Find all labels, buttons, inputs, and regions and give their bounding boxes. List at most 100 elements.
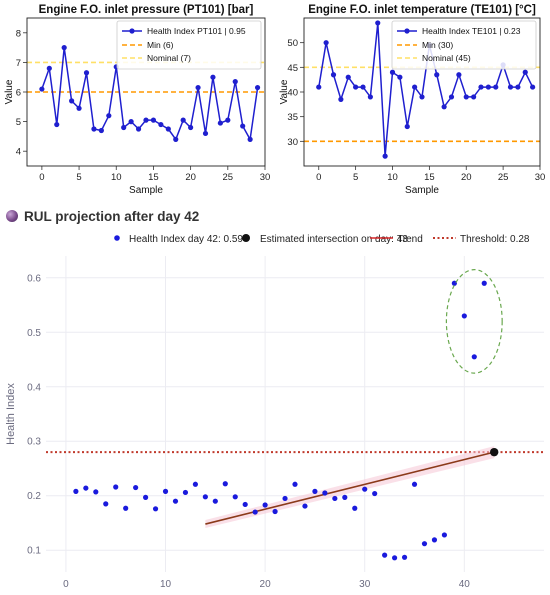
x-tick-label: 25 — [223, 172, 234, 183]
chart-title: Engine F.O. inlet temperature (TE101) [°… — [308, 4, 536, 16]
legend-intersection-marker — [242, 234, 250, 242]
health-index-point — [322, 490, 328, 496]
legend-series-label: Health Index TE101 | 0.23 — [422, 26, 521, 36]
x-tick-label: 5 — [353, 172, 358, 183]
health-index-point — [292, 481, 298, 487]
x-tick-label: 0 — [316, 172, 321, 183]
x-tick-label: 5 — [76, 172, 81, 183]
y-axis-label: Value — [4, 79, 15, 104]
x-tick-label: 15 — [148, 172, 159, 183]
x-axis-label: Sample — [129, 185, 163, 196]
series-point — [135, 126, 142, 132]
x-axis-label: Day — [284, 593, 305, 595]
health-index-point — [93, 489, 99, 495]
series-point — [69, 98, 75, 104]
intersection-marker — [490, 447, 499, 457]
health-index-point — [421, 541, 428, 547]
health-index-point — [83, 485, 89, 491]
series-point — [522, 69, 528, 75]
health-index-point — [103, 501, 109, 507]
legend-intersection-label: Estimated intersection on day: 43 — [260, 234, 408, 245]
series-point — [180, 117, 186, 123]
series-point — [98, 127, 104, 134]
series-point — [158, 121, 164, 128]
health-index-point — [222, 481, 228, 487]
series-point — [448, 94, 455, 100]
series-point — [165, 126, 171, 132]
series-point — [345, 74, 351, 80]
x-tick-label: 20 — [185, 172, 196, 183]
series-point — [471, 94, 477, 100]
y-axis-label: Health Index — [5, 383, 17, 445]
y-tick-label: 50 — [287, 38, 298, 49]
series-point — [39, 86, 45, 92]
crystal-ball-icon — [6, 210, 18, 222]
series-point — [76, 105, 82, 111]
series-point — [353, 84, 359, 90]
health-index-point — [162, 488, 169, 494]
series-point — [419, 94, 425, 100]
series-point — [106, 113, 112, 119]
health-index-point — [382, 552, 388, 558]
y-tick-label: 0.4 — [27, 382, 41, 393]
series-point — [91, 126, 97, 132]
chart-title: Engine F.O. inlet pressure (PT101) [bar] — [39, 4, 254, 16]
series-point — [463, 94, 469, 100]
series-point — [46, 65, 52, 71]
series-point — [188, 124, 194, 131]
legend-reference-label: Min (6) — [147, 40, 174, 50]
series-point — [202, 130, 209, 137]
health-index-point — [392, 555, 398, 561]
series-point — [382, 153, 388, 159]
series-point — [247, 136, 253, 142]
y-tick-label: 0.1 — [27, 546, 41, 557]
y-tick-label: 8 — [16, 28, 21, 39]
series-point — [412, 84, 418, 90]
series-point — [434, 72, 440, 78]
health-index-point — [282, 495, 288, 502]
health-index-point — [123, 505, 129, 511]
series-point — [367, 94, 373, 100]
health-index-point — [152, 506, 159, 512]
series-point — [360, 84, 366, 90]
series-point — [121, 124, 127, 131]
legend-reference-label: Nominal (7) — [147, 53, 191, 63]
trend-line — [205, 451, 495, 525]
series-point — [375, 20, 381, 26]
legend-trend-label: Trend — [397, 234, 423, 245]
y-tick-label: 0.6 — [27, 273, 41, 284]
y-axis-label: Value — [279, 79, 290, 104]
x-tick-label: 20 — [260, 579, 272, 590]
series-point — [232, 79, 238, 85]
health-index-point — [133, 484, 139, 491]
legend-threshold-label: Threshold: 0.28 — [460, 234, 530, 245]
series-point — [397, 74, 403, 80]
legend-points-marker — [114, 235, 120, 241]
health-index-point — [202, 494, 208, 500]
x-tick-label: 30 — [260, 172, 271, 183]
series-point — [530, 84, 536, 90]
series-point — [338, 96, 344, 102]
y-tick-label: 0.5 — [27, 328, 41, 339]
series-point — [83, 70, 90, 76]
health-index-point — [182, 489, 189, 496]
plot-frame — [303, 17, 541, 167]
health-index-point — [73, 488, 79, 494]
y-tick-label: 0.2 — [27, 491, 41, 502]
health-index-point — [342, 494, 348, 500]
health-index-point — [441, 532, 447, 538]
series-point — [173, 136, 179, 142]
series-point — [493, 84, 499, 90]
series-point — [150, 117, 157, 123]
series-point — [323, 40, 329, 46]
health-index-point — [411, 481, 418, 487]
series-point — [389, 69, 396, 75]
anomaly-highlight-ellipse — [445, 269, 503, 374]
series-point — [515, 84, 521, 90]
series-point — [330, 72, 337, 78]
y-tick-label: 7 — [16, 58, 21, 69]
x-tick-label: 25 — [498, 172, 509, 183]
legend-box — [116, 20, 262, 70]
series-point — [441, 104, 447, 110]
series-point — [217, 120, 223, 126]
